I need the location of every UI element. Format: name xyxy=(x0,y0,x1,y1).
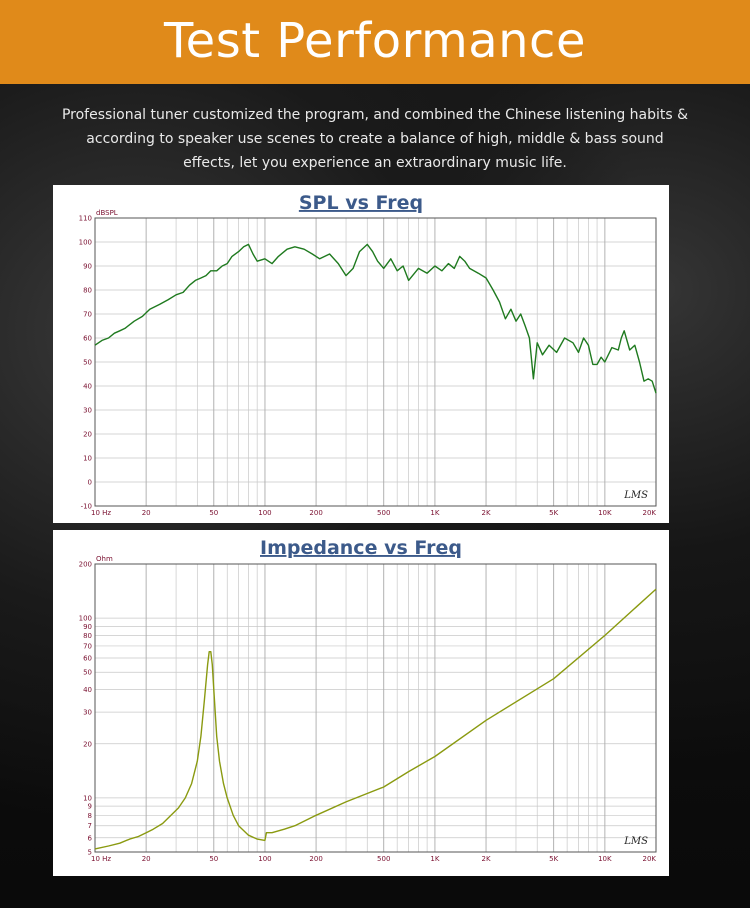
x-tick-label: 50 xyxy=(209,855,218,863)
x-tick-label: 50 xyxy=(209,509,218,517)
y-tick-label: 70 xyxy=(83,311,92,319)
y-tick-label: 50 xyxy=(83,669,92,677)
y-tick-label: 90 xyxy=(83,263,92,271)
x-tick-label: 100 xyxy=(258,855,271,863)
y-unit-label: Ohm xyxy=(96,555,113,563)
x-tick-label: 5K xyxy=(549,509,558,517)
x-tick-label: 20 xyxy=(142,509,151,517)
y-tick-label: 0 xyxy=(88,479,92,487)
x-tick-label: 500 xyxy=(377,855,390,863)
x-tick-label: 200 xyxy=(309,509,322,517)
y-tick-label: 90 xyxy=(83,623,92,631)
x-tick-label: 10K xyxy=(598,855,612,863)
lms-watermark: LMS xyxy=(623,836,648,847)
y-tick-label: 30 xyxy=(83,709,92,717)
y-tick-label: 30 xyxy=(83,407,92,415)
y-tick-label: 40 xyxy=(83,686,92,694)
x-tick-label: 20K xyxy=(643,509,657,517)
y-tick-label: 60 xyxy=(83,654,92,662)
x-tick-label: 100 xyxy=(258,509,271,517)
y-tick-label: 110 xyxy=(79,215,92,223)
x-tick-label: 2K xyxy=(482,509,491,517)
y-tick-label: 50 xyxy=(83,359,92,367)
x-tick-label: 20 xyxy=(142,855,151,863)
y-tick-label: 80 xyxy=(83,287,92,295)
x-tick-label: 1K xyxy=(430,855,439,863)
y-tick-label: 80 xyxy=(83,632,92,640)
plot-frame xyxy=(94,217,657,507)
x-tick-label: 10K xyxy=(598,509,612,517)
x-tick-label: 1K xyxy=(430,509,439,517)
impedance-chart: Impedance vs FreqOhm20010090807060504030… xyxy=(79,537,657,863)
title-banner: Test Performance xyxy=(0,0,750,84)
x-tick-label: 10 Hz xyxy=(91,509,111,517)
y-tick-label: 100 xyxy=(79,615,92,623)
impedance-chart-panel: Impedance vs Freq Ohm 200 100 90 80 70 60 50 40 30… xyxy=(53,530,669,876)
y-tick-label: 8 xyxy=(88,812,92,820)
series-line xyxy=(94,243,657,394)
spl-chart-panel: SPL vs Freq dBSPL 110 100 90 80 70 60 50 40 30 20 10… xyxy=(53,185,669,523)
y-tick-label: 70 xyxy=(83,642,92,650)
y-tick-label: 20 xyxy=(83,431,92,439)
y-unit-label: dBSPL xyxy=(96,209,118,217)
x-tick-label: 5K xyxy=(549,855,558,863)
y-tick-label: 7 xyxy=(88,822,92,830)
y-tick-label: 200 xyxy=(79,561,92,569)
y-tick-label: -10 xyxy=(81,503,92,511)
chart-title: Impedance vs Freq xyxy=(260,537,462,559)
x-tick-label: 2K xyxy=(482,855,491,863)
description-text: Professional tuner customized the progra… xyxy=(61,107,689,171)
y-tick-label: 60 xyxy=(83,335,92,343)
y-tick-label: 20 xyxy=(83,740,92,748)
y-tick-label: 6 xyxy=(88,834,93,842)
banner-title: Test Performance xyxy=(164,13,586,69)
chart-title: SPL vs Freq xyxy=(299,192,423,214)
x-tick-label: 10 Hz xyxy=(91,855,111,863)
y-tick-label: 10 xyxy=(83,794,92,802)
y-tick-label: 40 xyxy=(83,383,92,391)
plot-frame xyxy=(94,563,657,853)
x-tick-label: 200 xyxy=(309,855,322,863)
x-tick-label: 500 xyxy=(377,509,390,517)
spl-chart: SPL vs FreqdBSPL110100908070605040302010… xyxy=(79,192,657,517)
y-tick-label: 9 xyxy=(88,803,92,811)
series-line xyxy=(94,588,657,850)
y-tick-label: 10 xyxy=(83,455,92,463)
y-tick-label: 5 xyxy=(88,849,92,857)
lms-watermark: LMS xyxy=(623,490,648,501)
y-tick-label: 100 xyxy=(79,239,92,247)
x-tick-label: 20K xyxy=(643,855,657,863)
